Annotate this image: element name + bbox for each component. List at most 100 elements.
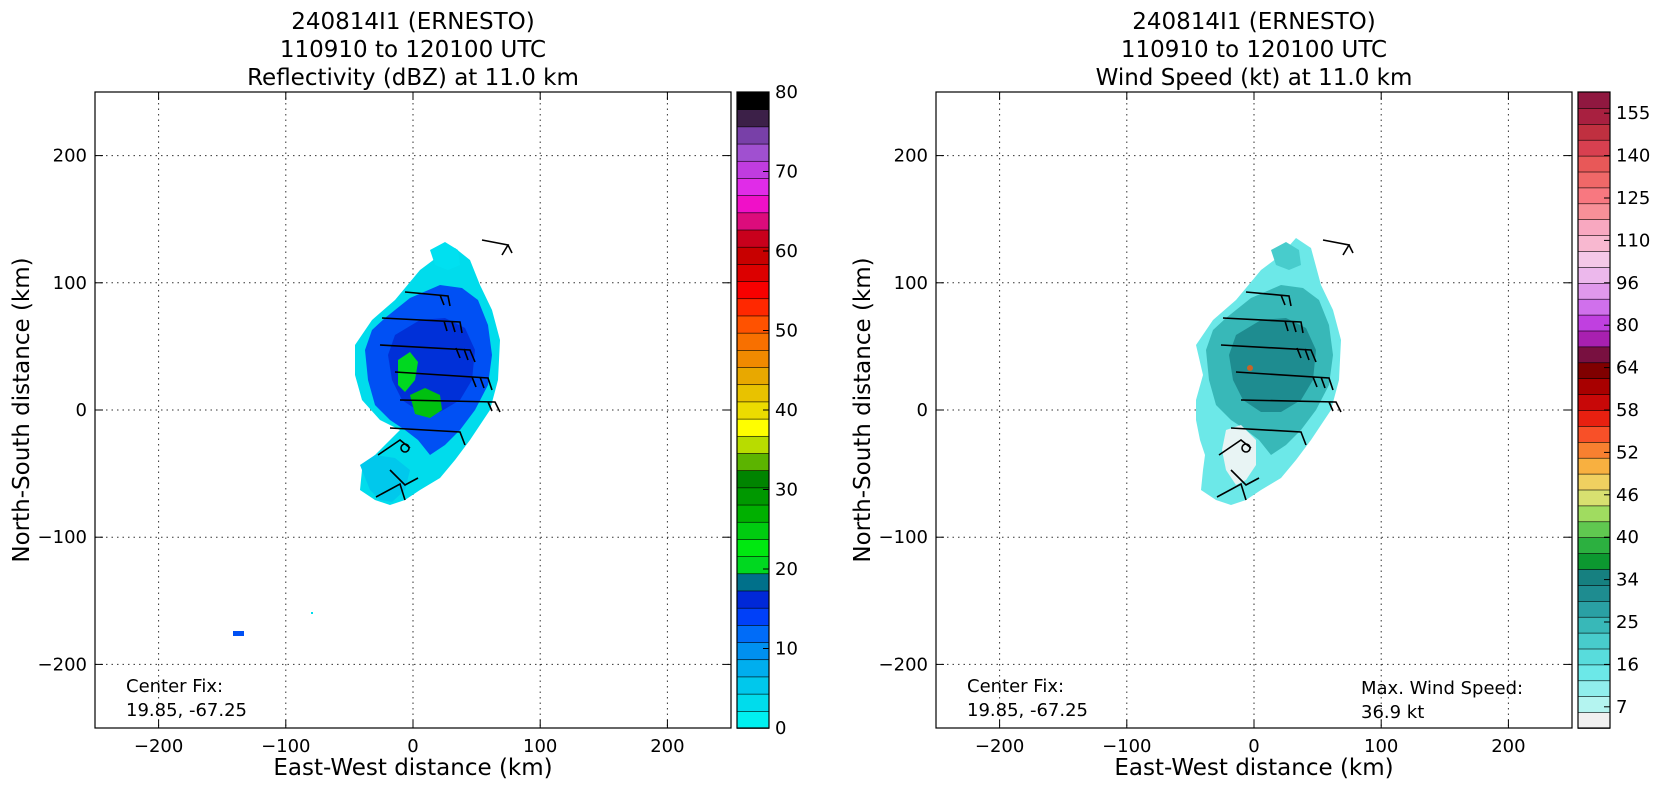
colorbar-segment — [1577, 314, 1611, 332]
x-tick-label: 200 — [1491, 736, 1525, 757]
colorbar-segment — [736, 676, 770, 695]
colorbar-segment — [736, 452, 770, 471]
colorbar-segment — [1577, 155, 1611, 173]
x-tick-label: −100 — [261, 736, 310, 757]
colorbar-segment — [1577, 234, 1611, 252]
colorbar-segment — [736, 383, 770, 403]
colorbar-tick-label: 70 — [775, 162, 798, 183]
colorbar-tick-label: 80 — [1616, 315, 1639, 336]
colorbar-segment — [1577, 520, 1611, 538]
axis-ticks: −200 −100 0 100 200 −200 −100 0 100 200 — [38, 92, 731, 757]
colorbar-segment — [1577, 489, 1611, 507]
echo-speck-2 — [311, 612, 313, 614]
x-tick-label: −200 — [975, 736, 1024, 757]
colorbar-segment — [736, 349, 770, 368]
colorbar-segment — [1577, 171, 1611, 189]
x-tick-label: 200 — [650, 736, 684, 757]
title-line-3: Wind Speed (kt) at 11.0 km — [1096, 65, 1413, 91]
colorbar-segment — [736, 212, 770, 231]
colorbar-segment — [1577, 552, 1611, 570]
colorbar-tick-label: 110 — [1616, 230, 1650, 251]
colorbar-segment — [736, 108, 770, 128]
title-line-2: 110910 to 120100 UTC — [1121, 37, 1387, 63]
wind-speed-colorbar: 7 16 25 34 40 46 52 58 64 80 96 110 125 140 155 — [1577, 91, 1650, 729]
colorbar-segment — [1577, 298, 1611, 316]
colorbar-segment — [1577, 203, 1611, 221]
colorbar-segment — [1577, 505, 1611, 523]
colorbar-segment — [1577, 584, 1611, 602]
colorbar-segment — [736, 177, 770, 196]
colorbar-segment — [1577, 600, 1611, 618]
wind-max-spot — [1247, 365, 1253, 371]
title-line-3: Reflectivity (dBZ) at 11.0 km — [247, 65, 579, 91]
colorbar-tick-label: 140 — [1616, 146, 1650, 167]
colorbar-tick-label: 40 — [1616, 527, 1639, 548]
y-tick-label: 0 — [76, 400, 87, 421]
colorbar-segment — [1577, 711, 1611, 729]
colorbar-tick-label: 50 — [775, 321, 798, 342]
y-tick-label: −200 — [879, 654, 928, 675]
max-wind-value: 36.9 kt — [1361, 702, 1424, 723]
max-wind-label: Max. Wind Speed: — [1361, 678, 1523, 699]
echo-core-green-2 — [410, 388, 442, 418]
reflectivity-colorbar: 0 10 20 30 40 50 60 70 80 — [736, 82, 798, 739]
colorbar-segment — [736, 91, 770, 110]
y-tick-label: 100 — [894, 273, 928, 294]
colorbar-segment — [736, 229, 770, 248]
colorbar-segment — [1577, 266, 1611, 284]
echo-north-arm — [430, 242, 460, 270]
colorbar-tick-label: 34 — [1616, 570, 1639, 591]
colorbar-tick-label: 155 — [1616, 103, 1650, 124]
colorbar-tick-label: 25 — [1616, 612, 1639, 633]
colorbar-segment — [1577, 361, 1611, 379]
colorbar-tick-label: 52 — [1616, 442, 1639, 463]
colorbar-segment — [736, 246, 770, 265]
colorbar-tick-label: 16 — [1616, 654, 1639, 675]
colorbar-tick-label: 58 — [1616, 400, 1639, 421]
colorbar-tick-label: 96 — [1616, 273, 1639, 294]
colorbar-segment — [1577, 473, 1611, 491]
reflectivity-panel: 240814I1 (ERNESTO) 110910 to 120100 UTC … — [9, 9, 798, 781]
x-tick-label: 0 — [407, 736, 418, 757]
colorbar-tick-label: 20 — [775, 559, 798, 580]
colorbar-tick-label: 10 — [775, 639, 798, 660]
colorbar-segment — [736, 297, 770, 317]
colorbar-segment — [1577, 648, 1611, 666]
colorbar-segment — [1577, 377, 1611, 395]
colorbar-segment — [736, 641, 770, 661]
axis-ticks: −200 −100 0 100 200 −200 −100 0 100 200 — [879, 92, 1572, 757]
colorbar-segment — [1577, 123, 1611, 141]
x-tick-label: −100 — [1102, 736, 1151, 757]
colorbar-segment — [1577, 107, 1611, 125]
colorbar-segment — [736, 693, 770, 712]
y-tick-label: 0 — [917, 400, 928, 421]
colorbar-segment — [736, 487, 770, 506]
colorbar-segment — [736, 572, 770, 592]
colorbar-tick-label: 40 — [775, 400, 798, 421]
colorbar-segment — [1577, 393, 1611, 411]
y-tick-label: 100 — [53, 273, 87, 294]
title-line-1: 240814I1 (ERNESTO) — [291, 9, 534, 35]
colorbar-segment — [736, 590, 770, 609]
colorbar-segment — [736, 126, 770, 145]
colorbar-tick-label: 125 — [1616, 188, 1650, 209]
colorbar-segment — [736, 263, 770, 282]
wind-north-arm — [1271, 242, 1301, 270]
center-fix-label: Center Fix: — [967, 676, 1064, 697]
grid — [95, 92, 731, 728]
colorbar-segment — [1577, 91, 1611, 109]
colorbar-segment — [736, 504, 770, 523]
x-tick-label: −200 — [134, 736, 183, 757]
x-tick-label: 0 — [1248, 736, 1259, 757]
colorbar-segment — [1577, 250, 1611, 268]
title-line-1: 240814I1 (ERNESTO) — [1132, 9, 1375, 35]
wind-speed-field — [1196, 238, 1341, 505]
colorbar-tick-label: 0 — [775, 718, 786, 739]
wind-low-white — [1222, 425, 1256, 485]
colorbar-segment — [736, 521, 770, 540]
colorbar-tick-label: 60 — [775, 241, 798, 262]
colorbar-segment — [1577, 664, 1611, 682]
colorbar-segment — [736, 435, 770, 454]
y-tick-label: −100 — [38, 527, 87, 548]
y-axis-label: North-South distance (km) — [9, 257, 35, 562]
